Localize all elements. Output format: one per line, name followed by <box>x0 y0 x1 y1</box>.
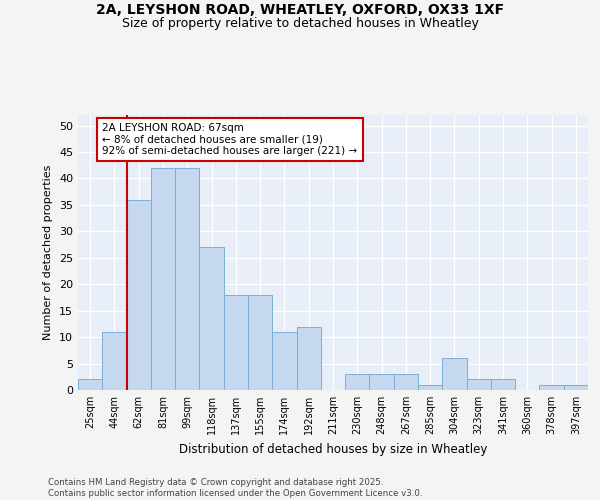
Text: Size of property relative to detached houses in Wheatley: Size of property relative to detached ho… <box>122 18 478 30</box>
Text: 2A, LEYSHON ROAD, WHEATLEY, OXFORD, OX33 1XF: 2A, LEYSHON ROAD, WHEATLEY, OXFORD, OX33… <box>96 2 504 16</box>
Text: Contains HM Land Registry data © Crown copyright and database right 2025.
Contai: Contains HM Land Registry data © Crown c… <box>48 478 422 498</box>
Bar <box>127 200 151 390</box>
Bar <box>394 374 418 390</box>
Bar <box>442 358 467 390</box>
Bar <box>272 332 296 390</box>
Bar <box>175 168 199 390</box>
Y-axis label: Number of detached properties: Number of detached properties <box>43 165 53 340</box>
Bar <box>102 332 127 390</box>
Bar <box>539 384 564 390</box>
Text: 2A LEYSHON ROAD: 67sqm
← 8% of detached houses are smaller (19)
92% of semi-deta: 2A LEYSHON ROAD: 67sqm ← 8% of detached … <box>102 123 358 156</box>
Bar <box>224 295 248 390</box>
Bar <box>199 247 224 390</box>
Bar <box>151 168 175 390</box>
Bar <box>248 295 272 390</box>
Bar <box>345 374 370 390</box>
Bar <box>564 384 588 390</box>
Bar <box>418 384 442 390</box>
Bar <box>491 380 515 390</box>
Bar <box>78 380 102 390</box>
Bar <box>296 326 321 390</box>
Bar <box>467 380 491 390</box>
X-axis label: Distribution of detached houses by size in Wheatley: Distribution of detached houses by size … <box>179 442 487 456</box>
Bar <box>370 374 394 390</box>
